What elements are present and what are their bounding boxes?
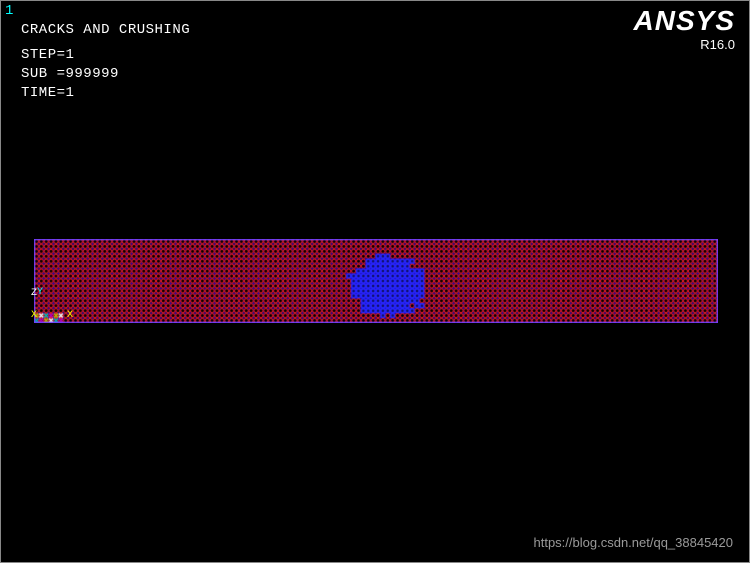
watermark: https://blog.csdn.net/qq_38845420 bbox=[534, 535, 734, 550]
info-block: CRACKS AND CRUSHING STEP=1 SUB =999999 T… bbox=[21, 21, 190, 103]
step-label: STEP=1 bbox=[21, 46, 190, 65]
plot-title: CRACKS AND CRUSHING bbox=[21, 21, 190, 40]
mesh-canvas bbox=[34, 239, 718, 323]
axis-y: Y bbox=[37, 288, 43, 298]
sub-label: SUB =999999 bbox=[21, 65, 190, 84]
axis-x-left: X bbox=[31, 310, 37, 321]
axis-x-right: X bbox=[67, 310, 73, 321]
time-label: TIME=1 bbox=[21, 84, 190, 103]
axes-triad: ZY X X bbox=[31, 289, 73, 321]
window-number: 1 bbox=[5, 3, 13, 19]
brand-block: ANSYS R16.0 bbox=[634, 7, 735, 52]
brand-version: R16.0 bbox=[634, 37, 735, 52]
crack-plot bbox=[34, 239, 718, 323]
brand-logo: ANSYS bbox=[634, 7, 735, 35]
